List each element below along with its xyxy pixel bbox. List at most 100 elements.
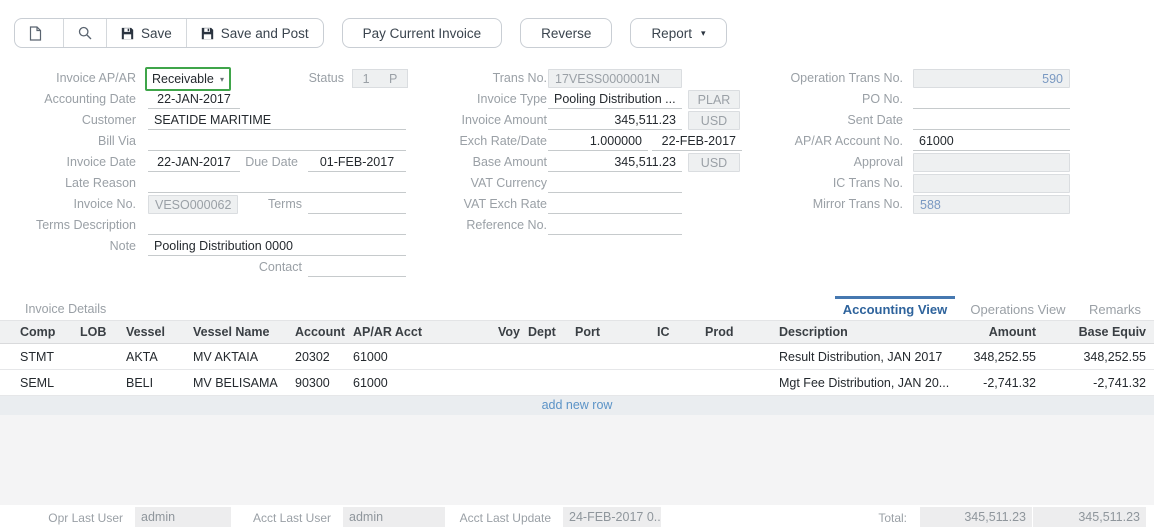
- acct-last-user-field: admin: [343, 507, 445, 527]
- footer-bar: Opr Last User admin Acct Last User admin…: [0, 505, 1154, 530]
- report-button-label: Report: [651, 25, 692, 41]
- save-and-post-button-label: Save and Post: [220, 25, 309, 41]
- cell-apar-acct[interactable]: 61000: [353, 349, 388, 364]
- tab-remarks[interactable]: Remarks: [1088, 302, 1141, 317]
- invoice-amount-label: Invoice Amount: [461, 113, 547, 127]
- customer-label: Customer: [81, 113, 136, 127]
- cell-vessel[interactable]: AKTA: [126, 349, 158, 364]
- search-button[interactable]: [64, 19, 107, 47]
- tab-operations-view[interactable]: Operations View: [970, 302, 1066, 317]
- table-row[interactable]: STMT AKTA MV AKTAIA 20302 61000 Result D…: [0, 344, 1154, 370]
- acct-last-user-label: Acct Last User: [252, 511, 331, 525]
- exch-date-field[interactable]: 22-FEB-2017: [652, 132, 742, 151]
- invoice-apar-label: Invoice AP/AR: [56, 71, 136, 85]
- save-and-post-button[interactable]: Save and Post: [187, 19, 323, 47]
- cell-account[interactable]: 90300: [295, 375, 330, 390]
- contact-field[interactable]: [308, 258, 406, 277]
- operation-trans-no-label: Operation Trans No.: [790, 71, 903, 85]
- cell-comp[interactable]: STMT: [20, 349, 55, 364]
- accounting-date-field[interactable]: 22-JAN-2017: [148, 90, 240, 109]
- invoice-type-label: Invoice Type: [477, 92, 547, 106]
- vat-exch-rate-label: VAT Exch Rate: [463, 197, 547, 211]
- mirror-trans-no-field: 588: [913, 195, 1070, 214]
- status-flag: P: [388, 71, 398, 86]
- details-table-header: Comp LOB Vessel Vessel Name Account AP/A…: [0, 320, 1154, 344]
- cell-apar-acct[interactable]: 61000: [353, 375, 388, 390]
- pay-current-invoice-label: Pay Current Invoice: [362, 25, 482, 41]
- opr-last-user-label: Opr Last User: [48, 511, 123, 525]
- cell-vessel[interactable]: BELI: [126, 375, 154, 390]
- terms-description-field[interactable]: [148, 216, 406, 235]
- column-header-amount: Amount: [988, 325, 1036, 339]
- pay-current-invoice-button[interactable]: Pay Current Invoice: [341, 18, 503, 48]
- tab-accounting-view[interactable]: Accounting View: [835, 296, 955, 317]
- exch-rate-field[interactable]: 1.000000: [548, 132, 648, 151]
- customer-field[interactable]: SEATIDE MARITIME: [148, 111, 406, 130]
- invoice-apar-value: Receivable: [152, 72, 214, 86]
- late-reason-field[interactable]: [148, 174, 406, 193]
- cell-account[interactable]: 20302: [295, 349, 330, 364]
- cell-base-equiv[interactable]: 348,252.55: [1083, 349, 1146, 364]
- base-amount-field[interactable]: 345,511.23: [548, 153, 682, 172]
- vat-currency-label: VAT Currency: [470, 176, 547, 190]
- toolbar-button-group: Save Save and Post: [14, 18, 324, 48]
- apar-account-no-field[interactable]: 61000: [913, 132, 1070, 151]
- total-label: Total:: [878, 511, 907, 525]
- column-header-account: Account: [295, 325, 345, 339]
- terms-field[interactable]: [308, 195, 406, 214]
- status-label: Status: [308, 71, 344, 85]
- column-header-base-equiv: Base Equiv: [1078, 325, 1146, 339]
- due-date-label: Due Date: [245, 155, 298, 169]
- cell-amount[interactable]: -2,741.32: [983, 375, 1036, 390]
- cell-amount[interactable]: 348,252.55: [973, 349, 1036, 364]
- save-button[interactable]: Save: [107, 19, 187, 47]
- column-header-voy: Voy: [498, 325, 520, 339]
- vat-exch-rate-field[interactable]: [548, 195, 682, 214]
- new-invoice-button[interactable]: [15, 19, 64, 47]
- invoice-date-field[interactable]: 22-JAN-2017: [148, 153, 240, 172]
- total-amount-field: 345,511.23: [920, 507, 1032, 527]
- opr-last-user-field: admin: [135, 507, 231, 527]
- caret-down-icon: ▾: [700, 27, 706, 38]
- due-date-field[interactable]: 01-FEB-2017: [308, 153, 406, 172]
- po-no-field[interactable]: [913, 90, 1070, 109]
- cell-vessel-name[interactable]: MV BELISAMA: [193, 375, 278, 390]
- cell-vessel-name[interactable]: MV AKTAIA: [193, 349, 259, 364]
- invoice-apar-select[interactable]: Receivable ▾: [145, 67, 231, 91]
- trans-no-field: 17VESS0000001N: [548, 69, 682, 88]
- report-button[interactable]: Report ▾: [630, 18, 727, 48]
- table-row[interactable]: SEML BELI MV BELISAMA 90300 61000 Mgt Fe…: [0, 370, 1154, 396]
- cell-description[interactable]: Result Distribution, JAN 2017: [779, 349, 943, 364]
- column-header-lob: LOB: [80, 325, 107, 339]
- invoice-currency-field: USD: [688, 111, 740, 130]
- reference-no-field[interactable]: [548, 216, 682, 235]
- invoice-type-field[interactable]: Pooling Distribution ...: [548, 90, 682, 109]
- invoice-amount-field[interactable]: 345,511.23: [548, 111, 682, 130]
- reference-no-label: Reference No.: [466, 218, 547, 232]
- add-new-row-link[interactable]: add new row: [0, 396, 1154, 415]
- approval-label: Approval: [853, 155, 903, 169]
- cell-description[interactable]: Mgt Fee Distribution, JAN 20...: [779, 375, 950, 390]
- base-currency-field: USD: [688, 153, 740, 172]
- exch-rate-date-label: Exch Rate/Date: [459, 134, 547, 148]
- approval-field: [913, 153, 1070, 172]
- note-field[interactable]: Pooling Distribution 0000: [148, 237, 406, 256]
- cell-base-equiv[interactable]: -2,741.32: [1093, 375, 1146, 390]
- ic-trans-no-field: [913, 174, 1070, 193]
- sent-date-field[interactable]: [913, 111, 1070, 130]
- invoice-date-label: Invoice Date: [66, 155, 136, 169]
- cell-comp[interactable]: SEML: [20, 375, 55, 390]
- status-code: 1: [362, 71, 370, 86]
- vat-currency-field[interactable]: [548, 174, 682, 193]
- bill-via-field[interactable]: [148, 132, 406, 151]
- reverse-button[interactable]: Reverse: [520, 18, 613, 48]
- details-empty-area: [0, 415, 1154, 505]
- sent-date-label: Sent Date: [847, 113, 903, 127]
- accounting-date-label: Accounting Date: [44, 92, 136, 106]
- terms-label: Terms: [267, 197, 302, 211]
- column-header-ic: IC: [657, 325, 670, 339]
- operation-trans-no-field: 590: [913, 69, 1070, 88]
- chevron-down-icon: ▾: [219, 74, 224, 84]
- invoice-type-code-field: PLAR: [688, 90, 740, 109]
